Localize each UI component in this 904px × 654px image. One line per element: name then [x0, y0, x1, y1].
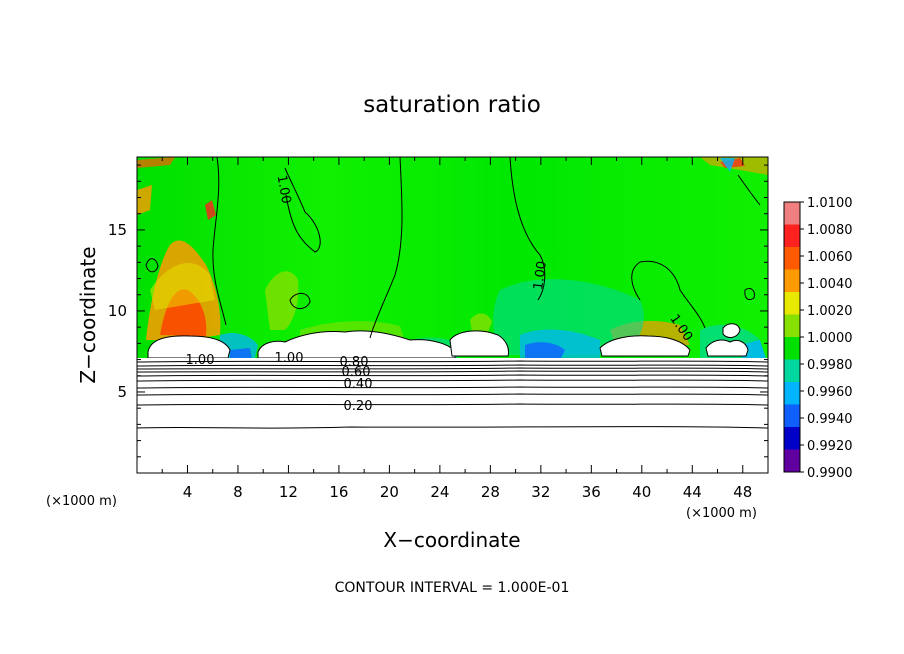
cool-patches: [218, 158, 766, 360]
colorbar-label: 1.0020: [807, 304, 853, 319]
contour-label: 1.00: [186, 353, 215, 368]
colorbar-label: 0.9900: [807, 466, 853, 481]
colorbar-swatch: [784, 269, 800, 293]
colorbar-swatch: [784, 359, 800, 383]
plot-frame: [136, 156, 769, 474]
contour-interval-note: CONTOUR INTERVAL = 1.000E-01: [335, 580, 570, 596]
x-tick-label: 48: [733, 483, 752, 501]
colorbar-label: 0.9940: [807, 412, 853, 427]
colorbar-swatch: [784, 314, 800, 338]
chart-title: saturation ratio: [363, 92, 541, 118]
contour-label: 0.40: [344, 377, 373, 392]
colorbar-swatch: [784, 404, 800, 428]
colorbar-swatch: [784, 337, 800, 360]
contour-label: 1.00: [275, 351, 304, 366]
x-tick-label: 24: [430, 483, 449, 501]
y-axis: 5 10 15: [108, 164, 768, 458]
x-tick-label: 36: [582, 483, 601, 501]
x-tick-label: 8: [233, 483, 243, 501]
x-unit-right: (×1000 m): [686, 506, 757, 521]
colorbar-label: 1.0080: [807, 223, 853, 238]
contour-label: 1.00: [531, 260, 550, 291]
y-tick-label: 5: [117, 383, 127, 401]
x-axis-label: X−coordinate: [383, 528, 520, 552]
contour-label: 0.20: [344, 399, 373, 414]
x-tick-label: 12: [279, 483, 298, 501]
colorbar-swatch: [784, 292, 800, 315]
x-tick-label: 28: [481, 483, 500, 501]
colorbar-label: 1.0000: [807, 331, 853, 346]
y-tick-label: 15: [108, 221, 127, 239]
x-tick-label: 4: [183, 483, 193, 501]
colorbar-label: 0.9980: [807, 358, 853, 373]
x-tick-label: 40: [632, 483, 651, 501]
colorbar-swatch: [784, 382, 800, 405]
contour-label: 1.00: [274, 174, 294, 205]
colorbar-label: 1.0060: [807, 250, 853, 265]
contour-label: 0.60: [342, 365, 371, 380]
white-regions: [137, 323, 768, 473]
colorbar: 1.0100 1.0080 1.0060 1.0040 1.0020 1.0000 0.99…: [783, 196, 853, 481]
colorbar-swatch: [784, 247, 800, 270]
x-tick-label: 20: [380, 483, 399, 501]
x-tick-label: 32: [531, 483, 550, 501]
y-axis-label: Z−coordinate: [76, 246, 100, 383]
colorbar-swatch: [784, 224, 800, 248]
y-tick-label: 10: [108, 302, 127, 320]
colorbar-label: 0.9960: [807, 385, 853, 400]
colorbar-swatch: [784, 449, 800, 473]
x-axis: 4 8 12 16 20 24 28 32 36 40 44 48: [161, 157, 752, 501]
contour-label: 0.80: [340, 355, 369, 370]
colorbar-label: 1.0100: [807, 196, 853, 211]
plot-area: [137, 157, 768, 473]
x-tick-label: 44: [683, 483, 702, 501]
colorbar-label: 1.0040: [807, 277, 853, 292]
colorbar-label: 0.9920: [807, 439, 853, 454]
contour-lines: [137, 157, 768, 429]
x-unit-left: (×1000 m): [46, 494, 117, 509]
x-tick-label: 16: [329, 483, 348, 501]
colorbar-swatch: [784, 427, 800, 450]
colorbar-swatch: [784, 202, 800, 225]
